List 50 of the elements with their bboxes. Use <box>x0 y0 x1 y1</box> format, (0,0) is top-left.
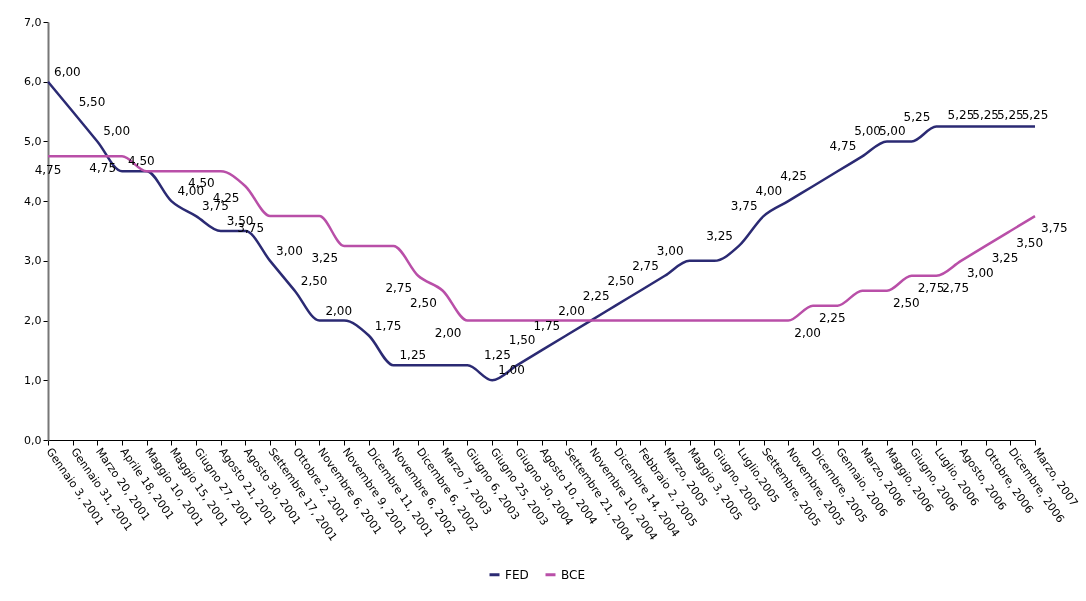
data-label: 1,25 <box>399 348 427 363</box>
data-label: 3,00 <box>656 243 684 258</box>
data-label: 3,75 <box>730 199 758 214</box>
y-tick-label: 2,0 <box>24 314 42 328</box>
data-label: 2,00 <box>325 303 353 318</box>
data-label: 2,00 <box>794 325 821 340</box>
data-label: 5,25 <box>947 107 975 122</box>
data-label: 3,50 <box>1016 236 1044 250</box>
data-label: 3,00 <box>966 265 994 280</box>
legend-label: BCE <box>561 567 585 582</box>
data-label: 2,75 <box>632 258 659 273</box>
data-label: 6,00 <box>54 64 81 79</box>
y-tick-label: 3,0 <box>24 254 42 268</box>
data-label: 4,75 <box>89 161 117 176</box>
data-label: 4,75 <box>34 163 62 178</box>
data-label: 2,75 <box>917 280 945 295</box>
data-label: 5,25 <box>1021 107 1049 122</box>
data-label: 1,50 <box>508 333 536 348</box>
y-tick-label: 6,0 <box>24 75 42 89</box>
y-tick-label: 4,0 <box>24 194 42 208</box>
data-label: 4,75 <box>829 139 857 154</box>
data-label: 2,25 <box>582 288 610 303</box>
data-label: 5,50 <box>78 94 106 109</box>
data-label: 2,00 <box>558 303 585 318</box>
data-label: 4,25 <box>780 169 807 184</box>
data-label: 3,75 <box>1041 221 1068 236</box>
data-label: 2,75 <box>942 280 970 295</box>
data-label: 2,50 <box>607 273 635 288</box>
data-label: 4,00 <box>755 184 783 199</box>
data-label: 5,25 <box>903 109 931 124</box>
data-label: 2,50 <box>892 295 920 310</box>
data-label: 3,25 <box>311 250 339 265</box>
data-label: 3,25 <box>991 250 1019 265</box>
data-label: 1,75 <box>374 318 402 333</box>
y-tick-label: 0,0 <box>24 433 42 447</box>
data-label: 5,00 <box>854 124 881 139</box>
data-label: 1,75 <box>533 318 561 333</box>
data-label: 5,00 <box>103 124 131 139</box>
data-label: 2,25 <box>818 310 846 325</box>
data-label: 1,25 <box>484 348 511 363</box>
data-label: 2,50 <box>300 273 328 288</box>
data-label: 3,25 <box>706 228 733 243</box>
data-label: 2,50 <box>410 295 437 310</box>
y-tick-label: 7,0 <box>24 15 42 29</box>
data-label: 2,75 <box>385 280 413 295</box>
y-tick-label: 5,0 <box>24 134 42 148</box>
data-label: 2,00 <box>434 325 462 340</box>
data-label: 3,00 <box>276 243 303 258</box>
legend-label: FED <box>505 567 529 582</box>
y-tick-label: 1,0 <box>24 373 42 387</box>
